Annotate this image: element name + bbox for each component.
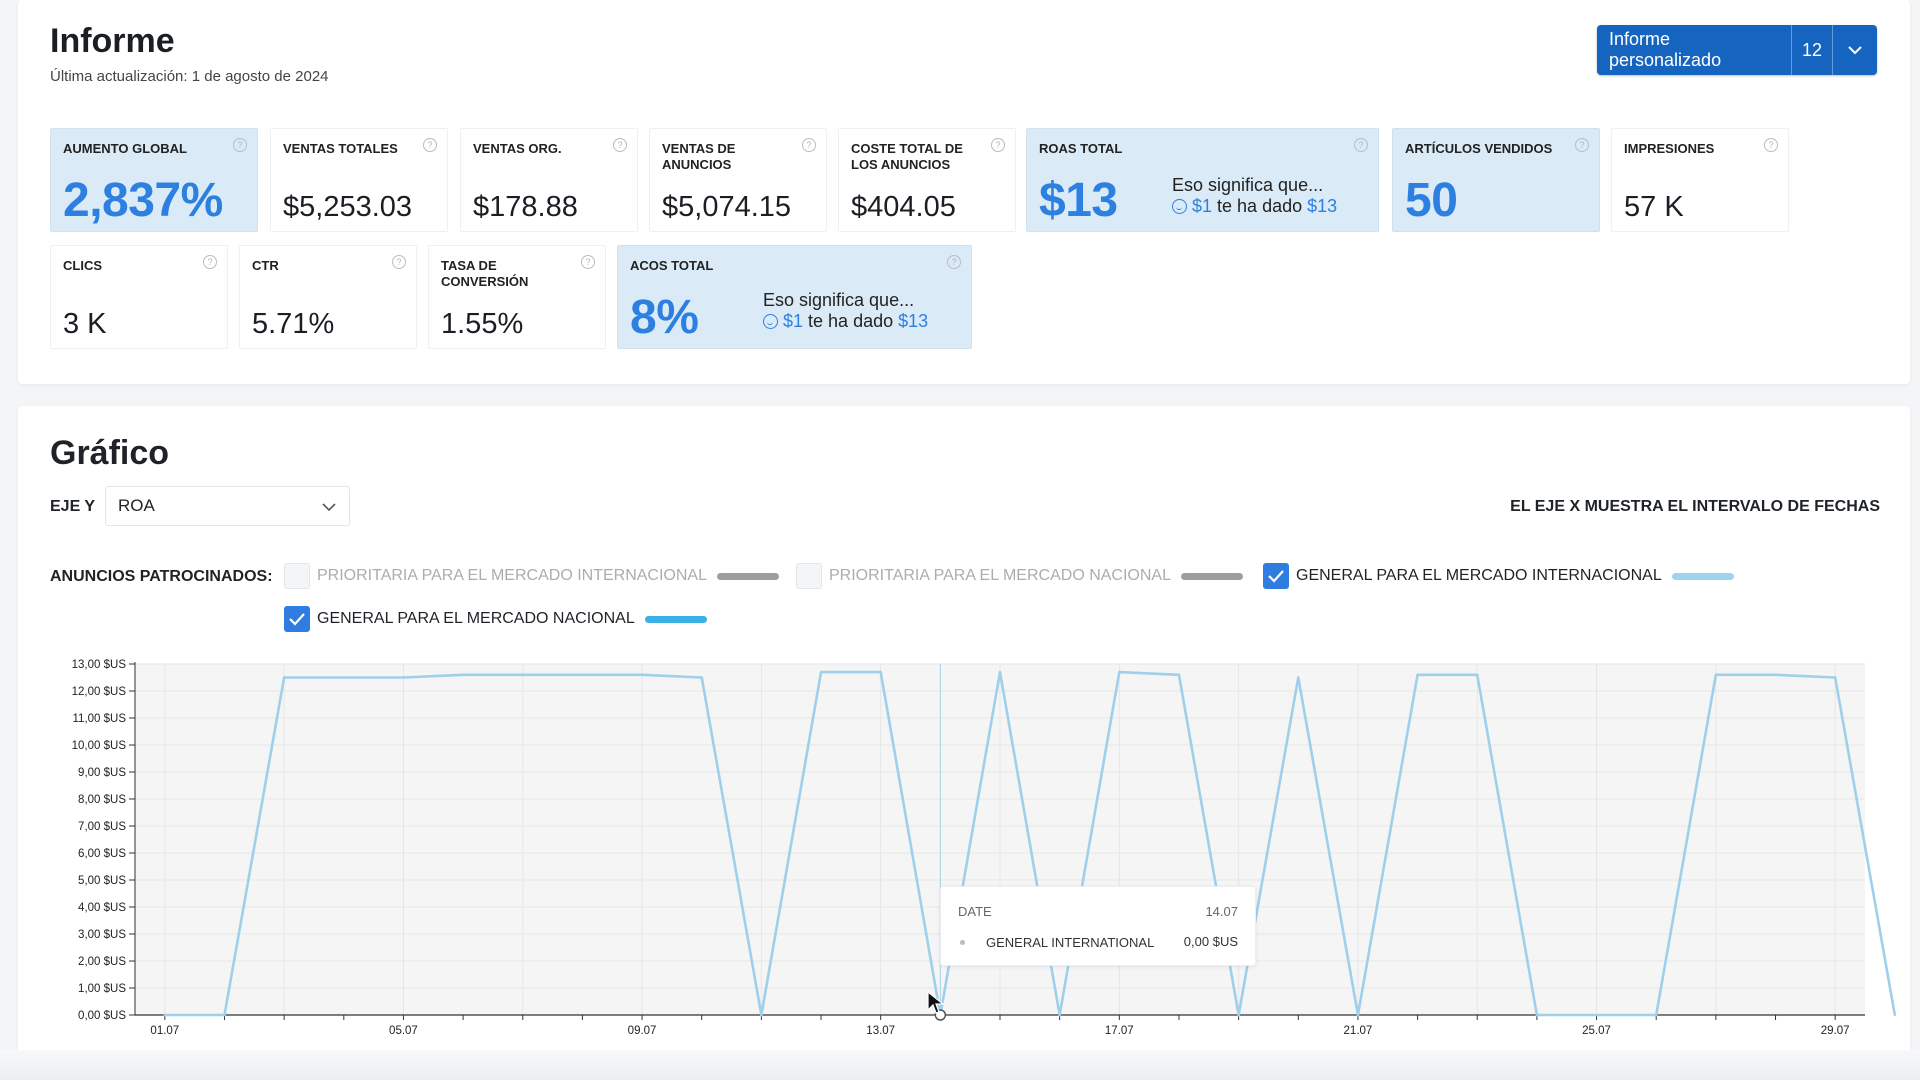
help-icon[interactable]: ?	[947, 255, 961, 269]
legend-item-label: GENERAL PARA EL MERCADO INTERNACIONAL	[1296, 567, 1662, 584]
help-icon[interactable]: ?	[1764, 138, 1778, 152]
help-icon[interactable]: ?	[423, 138, 437, 152]
legend-item-label: GENERAL PARA EL MERCADO NACIONAL	[317, 610, 635, 627]
help-icon[interactable]: ?	[392, 255, 406, 269]
metric-card-aumento-global: AUMENTO GLOBAL ? 2,837%	[50, 128, 258, 232]
tooltip-series-dot	[960, 940, 965, 945]
legend-item-prioritaria-internacional[interactable]: PRIORITARIA PARA EL MERCADO INTERNACIONA…	[284, 563, 779, 589]
last-update-text: Última actualización: 1 de agosto de 202…	[50, 68, 329, 85]
page-title: Informe	[50, 22, 175, 60]
metric-label: ROAS TOTAL	[1039, 141, 1123, 156]
metric-value: $5,253.03	[283, 191, 413, 223]
metric-card-ventas-anuncios: VENTAS DE ANUNCIOS ? $5,074.15	[649, 128, 827, 232]
metric-label: CLICS	[63, 258, 102, 273]
metric-value: $5,074.15	[662, 191, 792, 223]
legend-swatch	[1181, 572, 1243, 580]
legend-item-general-internacional[interactable]: GENERAL PARA EL MERCADO INTERNACIONAL	[1263, 563, 1734, 589]
metric-card-clics: CLICS ? 3 K	[50, 245, 228, 349]
metric-label: COSTE TOTAL DE LOS ANUNCIOS	[851, 141, 963, 172]
acos-explanation: Eso significa que... $1 te ha dado $13	[763, 290, 928, 332]
metric-value: $404.05	[851, 191, 956, 223]
check-icon	[1268, 570, 1284, 583]
meaning-amount-out: $13	[1307, 196, 1338, 216]
metric-label: VENTAS ORG.	[473, 141, 562, 156]
metric-value: 3 K	[63, 308, 107, 340]
metric-value: $13	[1039, 174, 1118, 227]
metric-label: AUMENTO GLOBAL	[63, 141, 187, 156]
x-axis-note: EL EJE X MUESTRA EL INTERVALO DE FECHAS	[1510, 498, 1880, 515]
checkbox[interactable]	[284, 563, 310, 589]
metric-label: CTR	[252, 258, 279, 273]
metric-value: $178.88	[473, 191, 578, 223]
check-icon	[289, 613, 305, 626]
checkbox-checked[interactable]	[1263, 563, 1289, 589]
metric-value: 57 K	[1624, 191, 1684, 223]
tooltip-date-value: 14.07	[1205, 904, 1238, 919]
metric-value: 50	[1405, 174, 1458, 227]
metric-label: VENTAS TOTALES	[283, 141, 398, 156]
meaning-amount-in: $1	[783, 311, 804, 331]
legend-item-general-nacional[interactable]: GENERAL PARA EL MERCADO NACIONAL	[284, 606, 707, 632]
meaning-text: Eso significa que...	[1172, 175, 1324, 195]
tooltip-series-value: 0,00 $US	[1183, 934, 1238, 949]
metric-card-roas-total: ROAS TOTAL ? $13 Eso significa que... $1…	[1026, 128, 1379, 232]
metric-card-impresiones: IMPRESIONES ? 57 K	[1611, 128, 1789, 232]
chevron-down-icon	[321, 497, 337, 517]
metric-card-ctr: CTR ? 5.71%	[239, 245, 417, 349]
legend-item-label: PRIORITARIA PARA EL MERCADO INTERNACIONA…	[317, 567, 707, 584]
legend-swatch	[644, 615, 707, 623]
meaning-connector: te ha dado	[808, 311, 894, 331]
metric-card-tasa-conversion: TASA DE CONVERSIÓN ? 1.55%	[428, 245, 606, 349]
meaning-amount-in: $1	[1192, 196, 1213, 216]
help-icon[interactable]: ?	[581, 255, 595, 269]
custom-report-count: 12	[1791, 25, 1834, 75]
help-icon[interactable]: ?	[203, 255, 217, 269]
roas-explanation: Eso significa que... $1 te ha dado $13	[1172, 175, 1337, 217]
metric-card-ventas-org: VENTAS ORG. ? $178.88	[460, 128, 638, 232]
metric-value: 2,837%	[63, 174, 223, 227]
metric-card-acos-total: ACOS TOTAL ? 8% Eso significa que... $1 …	[617, 245, 972, 349]
y-axis-selector-label: EJE Y	[50, 498, 96, 515]
metric-value: 1.55%	[441, 308, 524, 340]
help-icon[interactable]: ?	[233, 138, 247, 152]
metric-value: 8%	[630, 291, 699, 344]
checkbox[interactable]	[796, 563, 822, 589]
y-axis-select[interactable]: ROA	[105, 486, 350, 526]
legend-item-label: PRIORITARIA PARA EL MERCADO NACIONAL	[829, 567, 1171, 584]
smiley-icon	[763, 314, 778, 329]
metric-label: VENTAS DE ANUNCIOS	[662, 141, 736, 172]
tooltip-date-label: DATE	[958, 904, 992, 919]
legend-item-prioritaria-nacional[interactable]: PRIORITARIA PARA EL MERCADO NACIONAL	[796, 563, 1243, 589]
metric-card-articulos-vendidos: ARTÍCULOS VENDIDOS ? 50	[1392, 128, 1600, 232]
meaning-text: Eso significa que...	[763, 290, 915, 310]
checkbox-checked[interactable]	[284, 606, 310, 632]
help-icon[interactable]: ?	[1354, 138, 1368, 152]
metric-label: TASA DE CONVERSIÓN	[441, 258, 529, 289]
chart-section-title: Gráfico	[50, 434, 170, 472]
help-icon[interactable]: ?	[1575, 138, 1589, 152]
metric-label: IMPRESIONES	[1624, 141, 1715, 156]
help-icon[interactable]: ?	[613, 138, 627, 152]
metric-card-ventas-totales: VENTAS TOTALES ? $5,253.03	[270, 128, 448, 232]
tooltip-series-name: GENERAL INTERNATIONAL	[986, 935, 1155, 950]
chevron-down-icon[interactable]	[1833, 25, 1877, 75]
legend-label: ANUNCIOS PATROCINADOS:	[50, 568, 273, 585]
bottom-edge	[0, 1050, 1920, 1080]
help-icon[interactable]: ?	[991, 138, 1005, 152]
legend-swatch	[1671, 572, 1734, 580]
help-icon[interactable]: ?	[802, 138, 816, 152]
legend-swatch	[717, 572, 779, 580]
metric-label: ARTÍCULOS VENDIDOS	[1405, 141, 1553, 156]
y-axis-selected-value: ROA	[118, 496, 155, 515]
metric-card-coste-anuncios: COSTE TOTAL DE LOS ANUNCIOS ? $404.05	[838, 128, 1016, 232]
mouse-cursor-icon	[927, 990, 945, 1014]
smiley-icon	[1172, 199, 1187, 214]
metric-label: ACOS TOTAL	[630, 258, 714, 273]
chart-tooltip: DATE 14.07 GENERAL INTERNATIONAL 0,00 $U…	[940, 886, 1256, 966]
metric-value: 5.71%	[252, 308, 335, 340]
meaning-amount-out: $13	[898, 311, 929, 331]
meaning-connector: te ha dado	[1217, 196, 1303, 216]
custom-report-button[interactable]: Informe personalizado 12	[1597, 25, 1877, 75]
custom-report-label: Informe personalizado	[1609, 29, 1722, 70]
